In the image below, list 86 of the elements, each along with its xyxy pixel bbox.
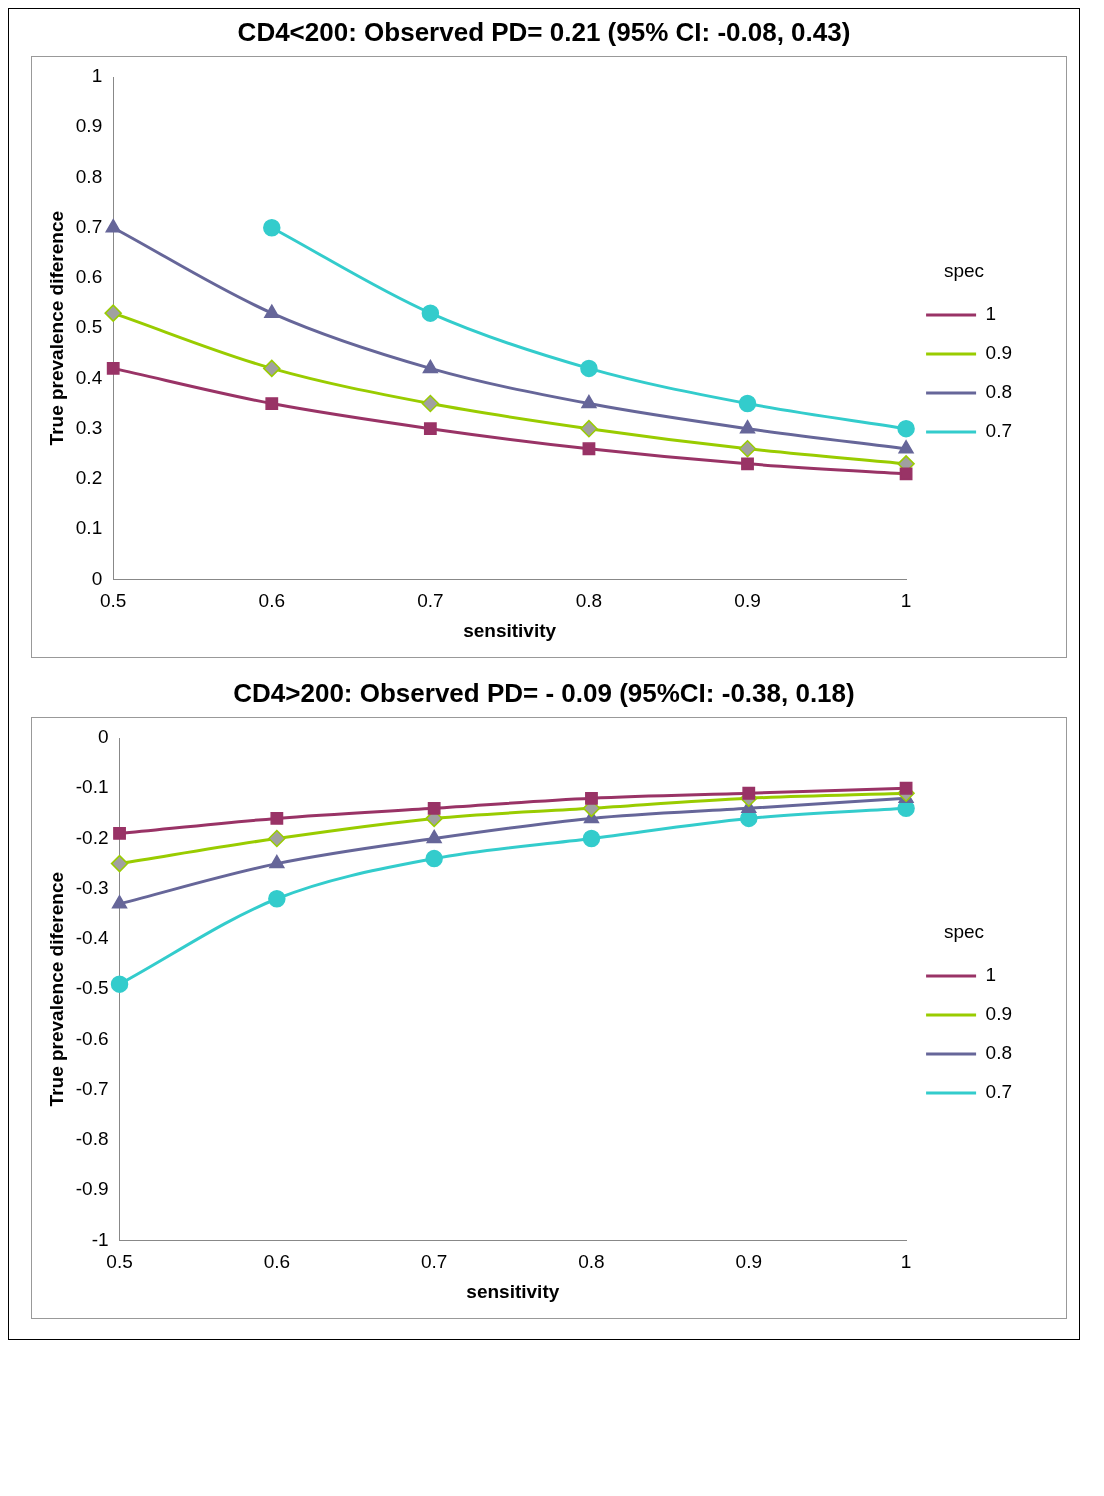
legend-label: 0.9 — [985, 1003, 1013, 1025]
point — [427, 801, 441, 815]
legend-label: 0.8 — [985, 381, 1013, 403]
x-tick-label: 0.9 — [735, 1251, 762, 1273]
legend-label: 1 — [985, 964, 997, 986]
y-tick-label: -0.9 — [75, 1178, 109, 1200]
point — [263, 359, 281, 378]
y-tick-label: 0.2 — [75, 467, 103, 489]
y-tick-label: -0.8 — [75, 1128, 109, 1150]
x-tick-label: 0.7 — [420, 1251, 448, 1273]
y-tick-label: 0.3 — [75, 416, 103, 438]
x-tick-label: 1 — [900, 1251, 912, 1273]
chart-title: CD4<200: Observed PD= 0.21 (95% CI: -0.08, 0.43) — [236, 17, 852, 48]
legend-label: 0.7 — [985, 420, 1013, 442]
legend-label: 1 — [985, 303, 997, 325]
point — [110, 854, 129, 873]
x-tick-label: 0.8 — [575, 590, 603, 612]
point — [582, 829, 601, 848]
point — [581, 394, 597, 409]
y-tick-label: 0 — [97, 726, 109, 748]
y-axis-title: True prevalence diference — [45, 871, 67, 1107]
point — [580, 359, 598, 378]
point — [421, 394, 440, 413]
y-tick-label: -0.6 — [75, 1027, 109, 1049]
y-tick-label: -0.4 — [75, 927, 109, 949]
point — [268, 890, 286, 908]
point — [110, 975, 129, 993]
point — [423, 422, 437, 436]
legend-label: 0.8 — [985, 1042, 1013, 1064]
point — [104, 304, 122, 322]
point — [739, 419, 756, 434]
x-tick-label: 1 — [900, 590, 912, 612]
point — [742, 786, 756, 800]
point — [897, 419, 915, 438]
point — [426, 829, 442, 844]
y-tick-label: 0 — [91, 567, 103, 589]
point — [585, 791, 598, 805]
point — [898, 440, 914, 454]
point — [268, 829, 286, 848]
point — [264, 304, 280, 318]
y-tick-label: 0.6 — [75, 266, 103, 288]
y-tick-label: 0.5 — [75, 316, 103, 338]
y-tick-label: 0.9 — [75, 115, 103, 137]
y-tick-label: -0.5 — [75, 977, 109, 999]
point — [899, 781, 913, 795]
point — [263, 218, 281, 237]
point — [106, 361, 120, 375]
point — [105, 218, 121, 233]
legend-title: spec — [943, 921, 985, 943]
x-tick-label: 0.8 — [578, 1251, 605, 1273]
point — [738, 394, 757, 413]
point — [422, 359, 439, 374]
x-tick-label: 0.6 — [263, 1251, 291, 1273]
point — [269, 854, 285, 869]
x-tick-label: 0.9 — [734, 590, 761, 612]
point — [741, 457, 754, 471]
x-axis-title: sensitivity — [463, 619, 557, 641]
point — [265, 397, 279, 410]
legend-title: spec — [943, 260, 985, 282]
y-tick-label: -0.1 — [75, 776, 109, 798]
chart-title: CD4>200: Observed PD= - 0.09 (95%CI: -0.38, 0.18) — [232, 678, 856, 709]
point — [425, 849, 443, 868]
point — [738, 440, 757, 458]
point — [899, 467, 913, 481]
y-tick-label: -1 — [91, 1228, 109, 1250]
point — [580, 419, 598, 438]
y-tick-label: 0.1 — [75, 517, 103, 539]
y-tick-label: 0.4 — [75, 366, 103, 388]
point — [113, 827, 126, 840]
y-tick-label: -0.2 — [75, 826, 109, 848]
point — [111, 895, 128, 909]
x-tick-label: 0.6 — [258, 590, 285, 612]
y-tick-label: 1 — [91, 65, 103, 87]
legend-label: 0.7 — [985, 1081, 1013, 1103]
y-tick-label: -0.3 — [75, 876, 109, 898]
point — [270, 811, 284, 825]
x-tick-label: 0.7 — [417, 590, 444, 612]
point — [421, 304, 440, 322]
y-tick-label: 0.8 — [75, 165, 103, 187]
y-axis-title: True prevalence diference — [45, 210, 67, 446]
y-tick-label: -0.7 — [75, 1077, 109, 1099]
x-axis-title: sensitivity — [466, 1280, 560, 1302]
point — [582, 442, 596, 456]
x-tick-label: 0.5 — [106, 1251, 133, 1273]
y-tick-label: 0.7 — [75, 215, 103, 237]
legend-label: 0.9 — [985, 342, 1013, 364]
